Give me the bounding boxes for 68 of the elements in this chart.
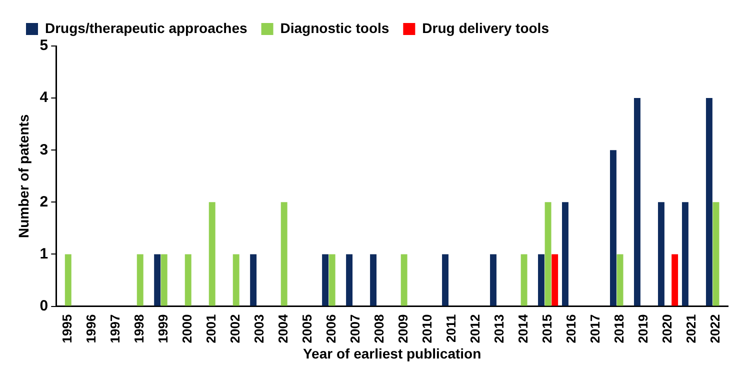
x-tick-label: 1996 [84,314,99,344]
x-tick-label: 2017 [588,314,603,344]
x-tick-label: 2020 [660,314,675,344]
bar [544,202,552,306]
bar [208,202,216,306]
x-tick-label: 2019 [636,314,651,344]
bar [552,254,558,306]
bar [280,202,288,306]
bar [154,254,161,306]
x-axis-title: Year of earliest publication [302,345,482,362]
x-tick-label: 2021 [684,314,699,344]
bar [232,254,240,306]
bar [682,202,688,306]
bar [490,254,496,306]
x-tick-label: 1998 [132,314,147,344]
x-tick-label: 2018 [612,314,627,344]
bar [672,254,678,306]
x-tick-label: 2006 [324,314,339,344]
bar [160,254,168,306]
x-tick-label: 2010 [420,314,435,344]
bar [610,150,616,306]
bar [322,254,329,306]
y-tick-label: 3 [40,141,48,158]
bar [706,98,712,306]
x-tick-label: 1999 [156,314,171,344]
y-tick-label: 4 [40,89,49,106]
y-tick-label: 2 [40,193,48,210]
bar [658,202,664,306]
bar [64,254,72,306]
bar [250,254,257,306]
x-tick-label: 1997 [108,314,123,344]
x-tick-label: 2015 [540,314,555,344]
bar [562,202,568,306]
bar [538,254,544,306]
x-tick-label: 2022 [708,314,723,344]
bar [616,254,624,306]
y-axis-title: Number of patents [15,114,32,238]
x-tick-label: 2011 [444,314,459,342]
x-tick-label: 2003 [252,314,267,344]
y-tick-label: 5 [40,37,48,54]
bar [520,254,528,306]
x-tick-label: 2014 [516,314,531,344]
y-tick-label: 0 [40,297,48,314]
x-tick-label: 2008 [372,314,387,344]
x-tick-label: 2002 [228,314,243,344]
bar [400,254,408,306]
bar [346,254,353,306]
x-tick-label: 2009 [396,314,411,344]
y-tick-label: 1 [40,245,48,262]
x-tick-label: 2013 [492,314,507,344]
x-tick-label: 2007 [348,314,363,344]
bar [634,98,640,306]
x-tick-label: 1995 [60,314,75,344]
x-tick-label: 2004 [276,314,291,344]
x-tick-label: 2012 [468,314,483,344]
legend-label: Diagnostic tools [280,20,390,36]
bar [328,254,336,306]
legend-label: Drugs/therapeutic approaches [45,20,248,36]
bar [136,254,144,306]
x-tick-label: 2001 [204,314,219,344]
bar [442,254,448,306]
x-tick-label: 2005 [300,314,315,344]
legend-label: Drug delivery tools [422,20,550,36]
bar [370,254,377,306]
bar [712,202,720,306]
x-tick-label: 2016 [564,314,579,344]
bar [184,254,192,306]
x-tick-label: 2000 [180,314,195,344]
